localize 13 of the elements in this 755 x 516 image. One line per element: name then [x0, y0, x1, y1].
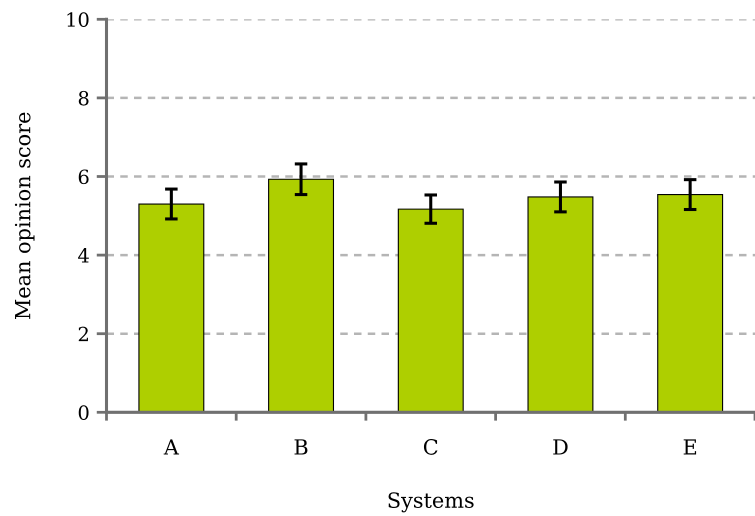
- x-tick-label: A: [164, 439, 180, 455]
- y-tick-label: 4: [78, 248, 89, 262]
- x-tick-label: B: [294, 439, 308, 455]
- x-tick-label: C: [424, 439, 438, 455]
- x-tick-label: E: [684, 439, 696, 455]
- y-tick-label: 8: [78, 90, 89, 106]
- y-axis-title: Mean opinion score: [14, 112, 35, 320]
- x-axis-title: Systems: [388, 492, 474, 512]
- y-tick-label: 0: [78, 405, 89, 420]
- x-tick-label: D: [553, 439, 568, 455]
- y-tick-label: 2: [78, 326, 88, 342]
- y-tick-label: 6: [78, 169, 89, 184]
- y-tick-label: 10: [67, 12, 89, 27]
